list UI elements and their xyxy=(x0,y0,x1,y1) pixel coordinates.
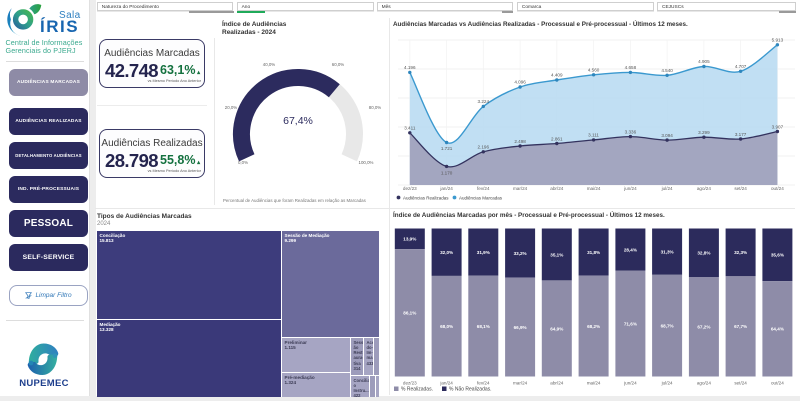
svg-text:set/24: set/24 xyxy=(734,381,747,386)
svg-text:20,0%: 20,0% xyxy=(225,105,238,110)
svg-text:jun/24: jun/24 xyxy=(623,186,637,191)
svg-text:66,9%: 66,9% xyxy=(514,325,527,330)
svg-text:3.177: 3.177 xyxy=(735,132,747,137)
svg-text:68,1%: 68,1% xyxy=(477,324,490,329)
svg-text:3.299: 3.299 xyxy=(698,130,710,135)
svg-text:4.196: 4.196 xyxy=(404,65,416,70)
svg-text:32,8%: 32,8% xyxy=(697,251,710,256)
svg-text:% Não Realizadas.: % Não Realizadas. xyxy=(449,387,492,393)
svg-text:3.411: 3.411 xyxy=(404,126,416,131)
svg-text:2.861: 2.861 xyxy=(551,136,563,141)
svg-text:jul/24: jul/24 xyxy=(661,186,673,191)
svg-text:80,0%: 80,0% xyxy=(369,105,382,110)
svg-text:3.907: 3.907 xyxy=(772,124,784,129)
svg-text:dez/23: dez/23 xyxy=(403,381,417,386)
svg-text:set/24: set/24 xyxy=(734,186,747,191)
svg-text:mar/24: mar/24 xyxy=(513,381,528,386)
svg-text:jul/24: jul/24 xyxy=(661,381,673,386)
svg-text:fev/24: fev/24 xyxy=(477,381,490,386)
svg-text:71,6%: 71,6% xyxy=(624,321,637,326)
svg-text:67,7%: 67,7% xyxy=(734,324,747,329)
svg-text:ago/24: ago/24 xyxy=(697,381,711,386)
svg-text:60,0%: 60,0% xyxy=(332,62,345,67)
svg-text:out/24: out/24 xyxy=(771,381,784,386)
svg-text:100,0%: 100,0% xyxy=(359,160,374,165)
svg-text:mar/24: mar/24 xyxy=(513,186,528,191)
svg-text:40,0%: 40,0% xyxy=(263,62,276,67)
svg-text:5.913: 5.913 xyxy=(772,37,784,42)
svg-text:jan/24: jan/24 xyxy=(439,381,453,386)
svg-text:33,2%: 33,2% xyxy=(514,251,527,256)
svg-text:31,9%: 31,9% xyxy=(477,250,490,255)
svg-text:abr/24: abr/24 xyxy=(550,186,563,191)
svg-text:86,1%: 86,1% xyxy=(403,311,416,316)
svg-text:3.111: 3.111 xyxy=(588,133,599,138)
svg-text:jun/24: jun/24 xyxy=(623,381,637,386)
svg-text:32,3%: 32,3% xyxy=(734,250,747,255)
svg-text:4.540: 4.540 xyxy=(661,68,673,73)
svg-text:mai/24: mai/24 xyxy=(587,186,601,191)
svg-text:4.905: 4.905 xyxy=(698,59,710,64)
svg-text:2.196: 2.196 xyxy=(478,145,490,150)
svg-text:Audiências Realizadas: Audiências Realizadas xyxy=(403,195,449,200)
svg-text:jan/24: jan/24 xyxy=(439,186,453,191)
svg-text:68,0%: 68,0% xyxy=(440,324,453,329)
svg-text:4.096: 4.096 xyxy=(514,80,526,85)
svg-text:68,2%: 68,2% xyxy=(587,324,600,329)
svg-text:out/24: out/24 xyxy=(771,186,784,191)
svg-text:64,4%: 64,4% xyxy=(771,327,784,332)
svg-text:4.707: 4.707 xyxy=(735,64,747,69)
svg-text:2.498: 2.498 xyxy=(514,139,526,144)
svg-text:dez/23: dez/23 xyxy=(403,186,417,191)
svg-text:abr/24: abr/24 xyxy=(550,381,563,386)
svg-text:3.336: 3.336 xyxy=(625,129,637,134)
svg-text:3.094: 3.094 xyxy=(661,133,673,138)
svg-text:fev/24: fev/24 xyxy=(477,186,490,191)
svg-text:3.224: 3.224 xyxy=(478,99,490,104)
svg-text:32,0%: 32,0% xyxy=(440,250,453,255)
svg-text:1.170: 1.170 xyxy=(441,170,453,175)
svg-text:68,7%: 68,7% xyxy=(661,324,674,329)
svg-text:31,3%: 31,3% xyxy=(661,250,674,255)
svg-text:35,1%: 35,1% xyxy=(550,252,563,257)
svg-text:4.409: 4.409 xyxy=(551,73,563,78)
svg-text:31,8%: 31,8% xyxy=(587,250,600,255)
svg-text:67,4%: 67,4% xyxy=(283,115,313,127)
svg-text:4.560: 4.560 xyxy=(588,67,600,72)
svg-text:13,9%: 13,9% xyxy=(403,237,416,242)
svg-text:1.721: 1.721 xyxy=(441,146,453,151)
svg-text:0,0%: 0,0% xyxy=(238,160,248,165)
svg-text:28,4%: 28,4% xyxy=(624,247,637,252)
svg-text:mai/24: mai/24 xyxy=(587,381,601,386)
svg-text:4.658: 4.658 xyxy=(625,65,637,70)
svg-text:64,9%: 64,9% xyxy=(550,326,563,331)
svg-text:Audiências Marcadas: Audiências Marcadas xyxy=(459,195,503,200)
svg-text:67,2%: 67,2% xyxy=(697,325,710,330)
svg-text:% Realizadas.: % Realizadas. xyxy=(401,387,433,393)
svg-text:35,6%: 35,6% xyxy=(771,253,784,258)
svg-text:ago/24: ago/24 xyxy=(697,186,711,191)
